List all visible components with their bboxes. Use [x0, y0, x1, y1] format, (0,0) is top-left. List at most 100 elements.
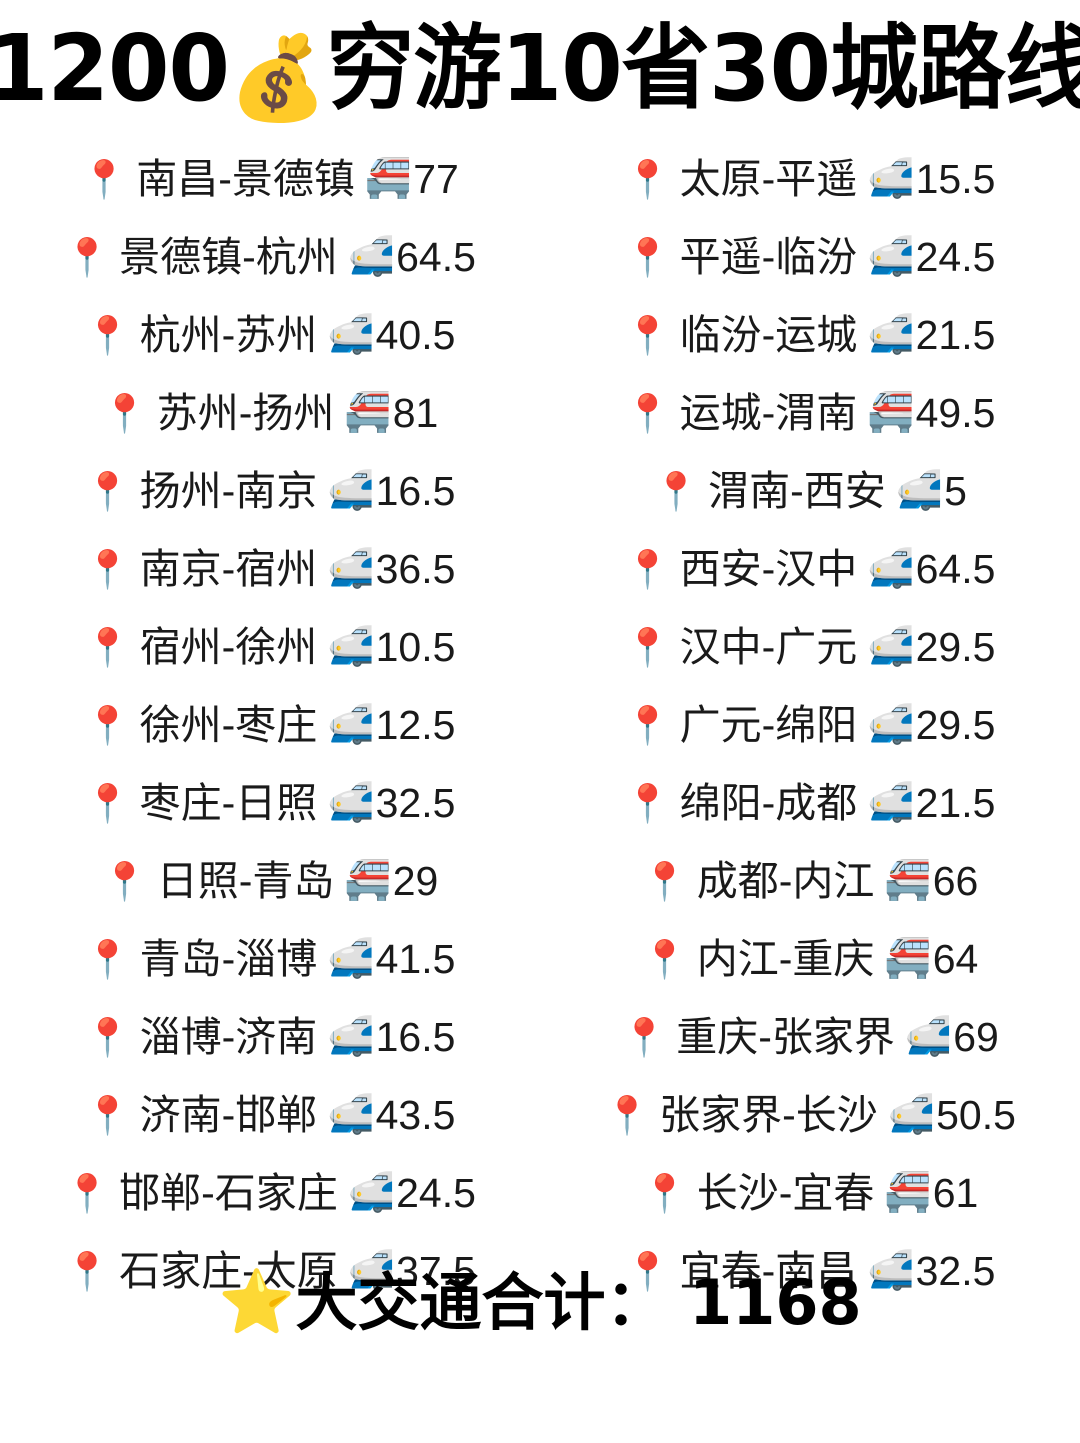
route-price: 36.5 [375, 545, 456, 592]
bullet-train-icon: 🚅 [327, 782, 375, 824]
route-price: 12.5 [375, 701, 456, 748]
bullet-train-icon: 🚅 [327, 470, 375, 512]
route-row[interactable]: 📍 宜春-南昌 🚅 32.5 [540, 1232, 1080, 1310]
route-row[interactable]: 📍 石家庄-太原 🚅 37.5 [0, 1232, 540, 1310]
route-price: 50.5 [936, 1091, 1016, 1138]
route-label: 南昌-景德镇 [136, 155, 355, 202]
route-label: 青岛-淄博 [139, 935, 318, 982]
route-label: 平遥-临汾 [679, 233, 858, 280]
route-row[interactable]: 📍 邯郸-石家庄 🚅 24.5 [0, 1154, 540, 1232]
bullet-train-icon: 🚅 [867, 236, 915, 278]
route-row[interactable]: 📍 张家界-长沙 🚅 50.5 [540, 1076, 1080, 1154]
route-row[interactable]: 📍 汉中-广元 🚅 29.5 [540, 608, 1080, 686]
route-row[interactable]: 📍 南京-宿州 🚅 36.5 [0, 530, 540, 608]
route-label: 张家界-长沙 [659, 1091, 878, 1138]
route-price: 61 [932, 1169, 979, 1216]
route-price: 64 [932, 935, 979, 982]
route-label: 济南-邯郸 [139, 1091, 318, 1138]
route-price: 64.5 [915, 545, 996, 592]
bullet-train-icon: 🚅 [867, 158, 915, 200]
route-label: 淄博-济南 [139, 1013, 318, 1060]
bullet-train-icon: 🚅 [347, 236, 396, 278]
grand-total-text: 大交通合计： 1168 [295, 1266, 862, 1339]
route-price: 15.5 [915, 155, 996, 202]
location-pin-icon: 📍 [101, 860, 148, 902]
location-pin-icon: 📍 [84, 782, 131, 824]
grand-total-bar: ⭐ 大交通合计： 1168 [0, 1248, 1080, 1358]
location-pin-icon: 📍 [64, 1250, 111, 1292]
monorail-icon: 🚝 [884, 938, 932, 980]
bullet-train-icon: 🚅 [867, 548, 915, 590]
route-row[interactable]: 📍 长沙-宜春 🚝 61 [540, 1154, 1080, 1232]
route-price: 21.5 [915, 311, 996, 358]
route-row[interactable]: 📍 西安-汉中 🚅 64.5 [540, 530, 1080, 608]
route-row[interactable]: 📍 济南-邯郸 🚅 43.5 [0, 1076, 540, 1154]
title-suffix: 穷游10省30城路线 [326, 14, 1080, 122]
page-title: 1200💰穷游10省30城路线 [0, 22, 1080, 120]
route-row[interactable]: 📍 平遥-临汾 🚅 24.5 [540, 218, 1080, 296]
bullet-train-icon: 🚅 [895, 470, 944, 512]
route-row[interactable]: 📍 渭南-西安 🚅 5 [540, 452, 1080, 530]
route-label: 苏州-扬州 [156, 389, 335, 436]
route-price: 81 [392, 389, 439, 436]
route-row[interactable]: 📍 苏州-扬州 🚝 81 [0, 374, 540, 452]
route-row[interactable]: 📍 广元-绵阳 🚅 29.5 [540, 686, 1080, 764]
route-row[interactable]: 📍 扬州-南京 🚅 16.5 [0, 452, 540, 530]
route-price: 24.5 [915, 233, 996, 280]
route-row[interactable]: 📍 杭州-苏州 🚅 40.5 [0, 296, 540, 374]
route-price: 16.5 [375, 1013, 456, 1060]
route-row[interactable]: 📍 临汾-运城 🚅 21.5 [540, 296, 1080, 374]
route-price: 32.5 [915, 1247, 996, 1294]
route-price: 41.5 [375, 935, 456, 982]
route-price: 32.5 [375, 779, 456, 826]
location-pin-icon: 📍 [84, 704, 131, 746]
location-pin-icon: 📍 [641, 1172, 688, 1214]
location-pin-icon: 📍 [101, 392, 148, 434]
route-label: 太原-平遥 [679, 155, 858, 202]
route-row[interactable]: 📍 日照-青岛 🚝 29 [0, 842, 540, 920]
route-row[interactable]: 📍 太原-平遥 🚅 15.5 [540, 140, 1080, 218]
location-pin-icon: 📍 [641, 938, 688, 980]
route-label: 长沙-宜春 [696, 1169, 875, 1216]
route-row[interactable]: 📍 青岛-淄博 🚅 41.5 [0, 920, 540, 998]
monorail-icon: 🚝 [867, 392, 915, 434]
route-label: 广元-绵阳 [679, 701, 858, 748]
bullet-train-icon: 🚅 [327, 314, 375, 356]
bullet-train-icon: 🚅 [867, 626, 915, 668]
route-row[interactable]: 📍 重庆-张家界 🚅 69 [540, 998, 1080, 1076]
bullet-train-icon: 🚅 [347, 1172, 396, 1214]
bullet-train-icon: 🚅 [867, 314, 915, 356]
location-pin-icon: 📍 [64, 236, 111, 278]
route-price: 16.5 [375, 467, 456, 514]
route-price: 40.5 [375, 311, 456, 358]
location-pin-icon: 📍 [624, 626, 671, 668]
route-row[interactable]: 📍 成都-内江 🚝 66 [540, 842, 1080, 920]
route-row[interactable]: 📍 枣庄-日照 🚅 32.5 [0, 764, 540, 842]
location-pin-icon: 📍 [624, 704, 671, 746]
bullet-train-icon: 🚅 [327, 704, 375, 746]
route-label: 景德镇-杭州 [119, 233, 338, 280]
route-row[interactable]: 📍 南昌-景德镇 🚝 77 [0, 140, 540, 218]
bullet-train-icon: 🚅 [867, 1250, 915, 1292]
star-icon: ⭐ [218, 1268, 296, 1337]
route-label: 杭州-苏州 [139, 311, 318, 358]
monorail-icon: 🚝 [884, 1172, 932, 1214]
route-row[interactable]: 📍 运城-渭南 🚝 49.5 [540, 374, 1080, 452]
route-label: 徐州-枣庄 [139, 701, 318, 748]
route-label: 日照-青岛 [156, 857, 335, 904]
location-pin-icon: 📍 [84, 470, 131, 512]
route-label: 重庆-张家界 [676, 1013, 895, 1060]
route-price: 29.5 [915, 623, 996, 670]
route-row[interactable]: 📍 景德镇-杭州 🚅 64.5 [0, 218, 540, 296]
route-price: 37.5 [396, 1247, 476, 1294]
location-pin-icon: 📍 [624, 158, 671, 200]
location-pin-icon: 📍 [624, 392, 671, 434]
route-row[interactable]: 📍 宿州-徐州 🚅 10.5 [0, 608, 540, 686]
route-column-left: 📍 南昌-景德镇 🚝 77 📍 景德镇-杭州 🚅 64.5 📍 杭州-苏州 🚅 40.5 📍 苏州-扬州 🚝… [0, 140, 540, 1310]
location-pin-icon: 📍 [84, 938, 131, 980]
route-row[interactable]: 📍 徐州-枣庄 🚅 12.5 [0, 686, 540, 764]
route-row[interactable]: 📍 淄博-济南 🚅 16.5 [0, 998, 540, 1076]
route-row[interactable]: 📍 内江-重庆 🚝 64 [540, 920, 1080, 998]
route-row[interactable]: 📍 绵阳-成都 🚅 21.5 [540, 764, 1080, 842]
location-pin-icon: 📍 [624, 314, 671, 356]
